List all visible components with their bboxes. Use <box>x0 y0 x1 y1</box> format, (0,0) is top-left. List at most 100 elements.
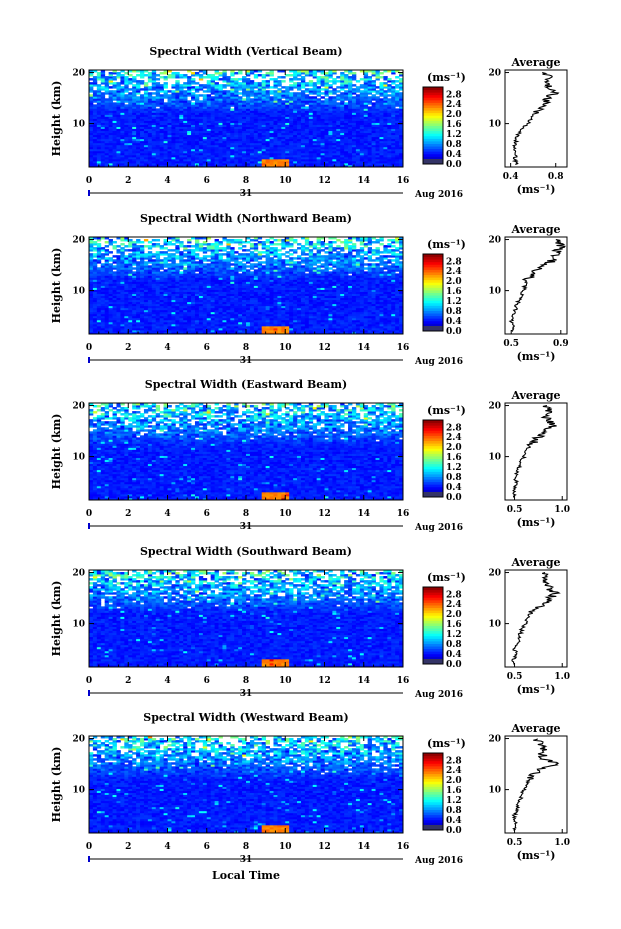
heatmap-cell <box>313 96 317 98</box>
heatmap-cell <box>270 78 274 80</box>
heatmap-cell <box>113 76 117 78</box>
heatmap-cell <box>207 74 211 76</box>
heatmap-cell <box>215 82 219 84</box>
heatmap-cell <box>203 94 207 96</box>
heatmap-cell <box>89 94 93 96</box>
heatmap-cell <box>246 78 250 80</box>
heatmap-cell <box>171 90 175 92</box>
x-tick-label: 2 <box>125 176 131 186</box>
heatmap-cell <box>360 90 364 92</box>
heatmap-cell <box>234 78 238 80</box>
x-tick-label: 12 <box>318 176 331 186</box>
heatmap-cell <box>254 90 258 92</box>
colorbar-tick-label: 2.8 <box>446 90 462 100</box>
heatmap-cell <box>222 84 226 86</box>
heatmap-cell <box>207 94 211 96</box>
heatmap-cell <box>219 78 223 80</box>
heatmap-cell <box>128 78 132 80</box>
heatmap-cell <box>195 82 199 84</box>
heatmap-cell <box>266 80 270 82</box>
heatmap-cell <box>301 90 305 92</box>
heatmap-cell <box>352 72 356 74</box>
heatmap-cell <box>281 100 285 102</box>
x-tick-label: 6 <box>204 176 210 186</box>
average-profile-line <box>513 73 558 165</box>
colorbar-unit: (ms⁻¹) <box>427 71 466 84</box>
heatmap-cell <box>230 78 234 80</box>
heatmap-cell <box>113 102 117 104</box>
heatmap-cell <box>242 76 246 78</box>
heatmap-cell <box>152 96 156 98</box>
heatmap-cell <box>120 86 124 88</box>
heatmap-cell <box>97 72 101 74</box>
heatmap-cell <box>336 90 340 92</box>
x-tick-label: 14 <box>357 176 370 186</box>
heatmap-cell <box>262 74 266 76</box>
heatmap-cell <box>191 102 195 104</box>
heatmap-cell <box>113 90 117 92</box>
heatmap-cell <box>226 76 230 78</box>
heatmap-cell <box>309 88 313 90</box>
heatmap-cell <box>128 88 132 90</box>
heatmap-cell <box>219 72 223 74</box>
colorbar-tick-label: 0.4 <box>446 150 462 160</box>
heatmap-cell <box>328 96 332 98</box>
heatmap-cell <box>352 84 356 86</box>
heatmap-cell <box>89 78 93 80</box>
heatmap-cell <box>191 92 195 94</box>
heatmap-cell <box>328 84 332 86</box>
heatmap-cell <box>270 86 274 88</box>
heatmap-cell <box>368 106 372 108</box>
x-tick-label: 4 <box>164 176 170 186</box>
heatmap-cell <box>168 90 172 92</box>
heatmap-cell <box>368 76 372 78</box>
heatmap-cell <box>281 86 285 88</box>
x-tick-label: 8 <box>243 176 249 186</box>
heatmap-cell <box>199 100 203 102</box>
heatmap-cell <box>254 82 258 84</box>
x-tick-label: 10 <box>279 176 292 186</box>
heatmap-cell <box>160 76 164 78</box>
heatmap-cell <box>277 80 281 82</box>
heatmap-cell <box>124 76 128 78</box>
heatmap-cell <box>164 82 168 84</box>
panel-title: Spectral Width (Northward Beam) <box>140 212 352 225</box>
colorbar-underflow <box>423 159 443 164</box>
average-frame <box>505 70 567 167</box>
average-unit-label: (ms⁻¹) <box>517 183 556 196</box>
heatmap-cell <box>391 80 395 82</box>
heatmap-cell <box>356 94 360 96</box>
heatmap-cell <box>238 82 242 84</box>
heatmap-cell <box>203 84 207 86</box>
heatmap-cell <box>395 84 399 86</box>
heatmap-cell <box>171 72 175 74</box>
heatmap-cell <box>105 98 109 100</box>
heatmap-cell <box>258 82 262 84</box>
heatmap-cell <box>325 98 329 100</box>
heatmap-cell <box>211 96 215 98</box>
heatmap-cell <box>273 90 277 92</box>
heatmap-cell <box>238 92 242 94</box>
heatmap-cell <box>273 78 277 80</box>
heatmap-cell <box>383 76 387 78</box>
colorbar <box>423 87 443 165</box>
heatmap-cell <box>195 72 199 74</box>
colorbar-tick-label: 2.0 <box>446 110 462 120</box>
heatmap-cell <box>336 86 340 88</box>
heatmap-cell <box>215 76 219 78</box>
heatmap-cell <box>297 92 301 94</box>
heatmap-cell <box>116 82 120 84</box>
heatmap-cell <box>317 86 321 88</box>
heatmap-cell <box>109 90 113 92</box>
heatmap-cell <box>305 106 309 108</box>
heatmap-cell <box>199 94 203 96</box>
heatmap-cell <box>340 72 344 74</box>
heatmap-cell <box>305 94 309 96</box>
heatmap-cell <box>230 108 234 110</box>
heatmap-cell <box>148 92 152 94</box>
heatmap-cell <box>183 74 187 76</box>
heatmap-cell <box>97 84 101 86</box>
heatmap-cell <box>344 102 348 104</box>
heatmap-cell <box>379 76 383 78</box>
heatmap-cell <box>305 82 309 84</box>
